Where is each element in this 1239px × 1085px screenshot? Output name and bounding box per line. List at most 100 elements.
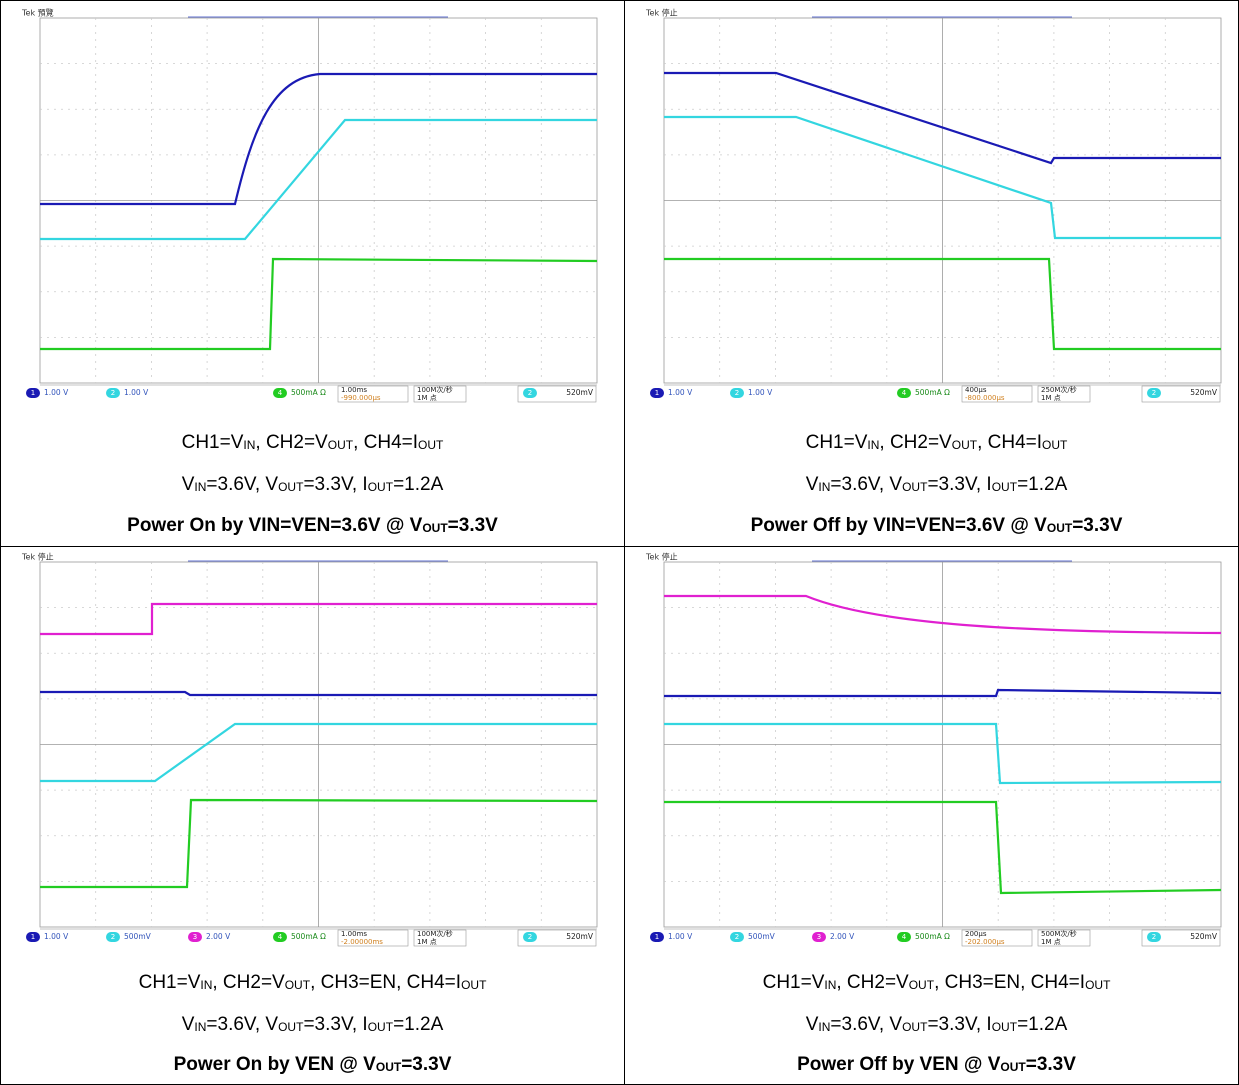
- trigger-level: 520mV: [1190, 388, 1218, 397]
- subscript: IN: [818, 480, 830, 494]
- channel-scale: 500mA Ω: [915, 932, 950, 941]
- channel-number: 1: [31, 933, 35, 941]
- page: Tek 預覽 1 1.00 V 2 1.00 V 4 500mA Ω 1.00ms -990.0…: [0, 0, 1239, 1085]
- record-length: 1M 点: [417, 394, 437, 402]
- channel-number: 4: [902, 389, 907, 397]
- subscript: IN: [194, 480, 206, 494]
- channel-number: 1: [655, 389, 659, 397]
- panel: Tek 停止 1 1.00 V 2 500mV 3 2.00 V 4 500mA Ω 1.00ms…: [1, 547, 624, 1084]
- channel-scale: 1.00 V: [748, 388, 773, 397]
- caption-text: =1.2A: [393, 1014, 443, 1035]
- caption-line: Power On by VEN @ VOUT=3.3V: [1, 1052, 624, 1078]
- timebase: 200µs: [965, 930, 987, 938]
- trigger-delay: -2.00000ms: [341, 938, 383, 946]
- sample-rate: 100M次/秒: [417, 929, 453, 938]
- trigger-channel: 2: [528, 933, 532, 941]
- subscript: OUT: [461, 978, 486, 992]
- subscript: OUT: [1085, 978, 1110, 992]
- subscript: OUT: [285, 978, 310, 992]
- caption-line: CH1=VIN, CH2=VOUT, CH4=IOUT: [1, 430, 624, 456]
- subscript: OUT: [1000, 1060, 1025, 1074]
- caption-text: V: [182, 1014, 195, 1035]
- caption-text: =3.3V, I: [303, 1014, 367, 1035]
- channel-scale: 500mA Ω: [915, 388, 950, 397]
- oscilloscope-screen: Tek 停止 1 1.00 V 2 500mV 3 2.00 V 4 500mA Ω 1.00ms…: [18, 552, 598, 947]
- caption-text: =3.3V: [1026, 1054, 1076, 1075]
- caption-text: , CH3=EN, CH4=I: [310, 972, 461, 993]
- trigger-level: 520mV: [566, 932, 594, 941]
- trigger-delay: -990.000µs: [341, 394, 381, 402]
- channel-scale: 500mV: [748, 932, 776, 941]
- trigger-channel: 2: [1152, 933, 1156, 941]
- caption-text: =3.3V: [401, 1054, 451, 1075]
- subscript: OUT: [368, 1020, 393, 1034]
- subscript: OUT: [1042, 438, 1067, 452]
- record-length: 1M 点: [417, 938, 437, 946]
- subscript: OUT: [992, 480, 1017, 494]
- caption-line: CH1=VIN, CH2=VOUT, CH3=EN, CH4=IOUT: [1, 970, 624, 996]
- caption-text: =3.6V, V: [206, 474, 278, 495]
- caption-text: Power Off by VEN @ V: [797, 1054, 1000, 1075]
- caption-text: =3.3V, I: [927, 1014, 991, 1035]
- trigger-level: 520mV: [1190, 932, 1218, 941]
- trigger-level: 520mV: [566, 388, 594, 397]
- channel-scale: 1.00 V: [44, 932, 69, 941]
- record-length: 1M 点: [1041, 394, 1061, 402]
- subscript: OUT: [992, 1020, 1017, 1034]
- channel-scale: 2.00 V: [830, 932, 855, 941]
- caption-line: VIN=3.6V, VOUT=3.3V, IOUT=1.2A: [1, 472, 624, 498]
- channel-scale: 500mA Ω: [291, 388, 326, 397]
- caption-text: , CH4=I: [353, 432, 418, 453]
- subscript: OUT: [952, 438, 977, 452]
- channel-scale: 500mA Ω: [291, 932, 326, 941]
- caption-line: Power Off by VIN=VEN=3.6V @ VOUT=3.3V: [625, 513, 1239, 539]
- caption-text: CH1=V: [182, 432, 244, 453]
- subscript: OUT: [368, 480, 393, 494]
- sample-rate: 100M次/秒: [417, 385, 453, 394]
- caption-line: CH1=VIN, CH2=VOUT, CH3=EN, CH4=IOUT: [625, 970, 1239, 996]
- channel-number: 2: [735, 933, 739, 941]
- caption-text: =1.2A: [1017, 474, 1067, 495]
- channel-number: 3: [817, 933, 821, 941]
- caption-text: =3.6V, V: [830, 1014, 902, 1035]
- caption-text: CH1=V: [763, 972, 825, 993]
- caption-text: V: [806, 474, 819, 495]
- channel-number: 1: [655, 933, 659, 941]
- caption-text: =3.3V: [1072, 515, 1122, 536]
- channel-scale: 500mV: [124, 932, 152, 941]
- channel-number: 3: [193, 933, 197, 941]
- scope-header: Tek 預覽: [21, 8, 54, 18]
- caption-text: =3.3V, I: [303, 474, 367, 495]
- channel-scale: 2.00 V: [206, 932, 231, 941]
- caption-text: , CH2=V: [212, 972, 284, 993]
- subscript: IN: [194, 1020, 206, 1034]
- subscript: OUT: [1047, 521, 1072, 535]
- caption-text: =1.2A: [393, 474, 443, 495]
- scope-header: Tek 停止: [21, 552, 54, 562]
- caption-line: Power On by VIN=VEN=3.6V @ VOUT=3.3V: [1, 513, 624, 539]
- channel-number: 4: [278, 933, 283, 941]
- caption-text: , CH2=V: [255, 432, 327, 453]
- subscript: OUT: [422, 521, 447, 535]
- subscript: OUT: [418, 438, 443, 452]
- subscript: OUT: [328, 438, 353, 452]
- caption-line: VIN=3.6V, VOUT=3.3V, IOUT=1.2A: [625, 472, 1239, 498]
- channel-number: 1: [31, 389, 35, 397]
- caption-text: , CH4=I: [977, 432, 1042, 453]
- timebase: 400µs: [965, 386, 987, 394]
- channel-number: 4: [902, 933, 907, 941]
- timebase: 1.00ms: [341, 930, 367, 938]
- caption-text: =3.3V: [448, 515, 498, 536]
- caption-text: CH1=V: [806, 432, 868, 453]
- caption-text: Power On by VEN @ V: [174, 1054, 376, 1075]
- subscript: OUT: [902, 1020, 927, 1034]
- channel-scale: 1.00 V: [668, 388, 693, 397]
- subscript: IN: [818, 1020, 830, 1034]
- caption-text: =1.2A: [1017, 1014, 1067, 1035]
- channel-number: 4: [278, 389, 283, 397]
- caption-line: Power Off by VEN @ VOUT=3.3V: [625, 1052, 1239, 1078]
- caption-text: , CH2=V: [836, 972, 908, 993]
